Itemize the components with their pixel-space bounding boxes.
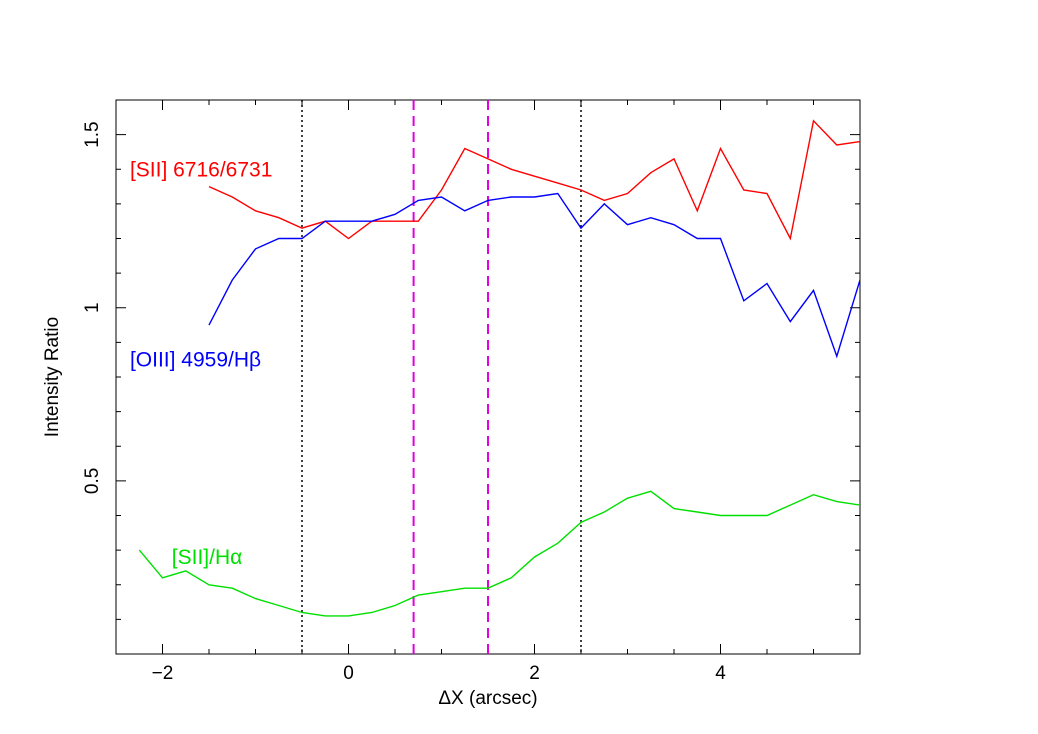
series-label-1: [OIII] 4959/Hβ	[130, 349, 261, 372]
series-line-2	[138, 490, 860, 617]
x-tick-label: 0	[343, 663, 354, 684]
tick-marks	[115, 99, 861, 654]
series-label-0: [SII] 6716/6731	[130, 158, 272, 181]
series-line-0	[208, 119, 860, 241]
y-axis-label: Intensity Ratio	[42, 317, 63, 437]
x-tick-label: 4	[715, 663, 726, 684]
x-tick-label: −2	[152, 663, 174, 684]
series-label-2: [SII]/Hα	[172, 546, 243, 569]
series-line-1	[208, 192, 860, 359]
y-tick-label: 1	[82, 302, 103, 313]
x-tick-label: 2	[529, 663, 540, 684]
x-axis-label: ΔX (arcsec)	[438, 688, 537, 709]
y-tick-label: 0.5	[82, 468, 103, 494]
y-tick-label: 1.5	[82, 121, 103, 147]
